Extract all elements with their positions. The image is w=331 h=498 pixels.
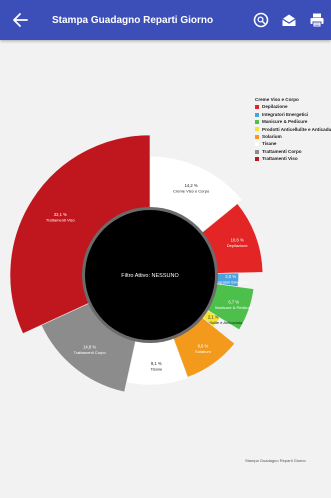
app-bar: Stampa Guadagno Reparti Giorno (0, 0, 331, 40)
page-title: Stampa Guadagno Reparti Giorno (52, 14, 214, 26)
slice-name-label: Manicure & Pedicure (215, 305, 253, 310)
legend-swatch (255, 119, 259, 124)
chart-legend: Creme Viso e Corpo Depilazione Integrator… (255, 96, 331, 163)
legend-swatch (255, 134, 259, 139)
legend-item: Manicure & Pedicure (255, 118, 331, 125)
slice-name-label: Solarium (195, 349, 211, 354)
legend-item: Trattamenti Viso (255, 155, 331, 162)
legend-label: Tisane (262, 141, 277, 147)
legend-swatch (255, 105, 259, 110)
back-button[interactable] (0, 0, 40, 40)
printer-icon (310, 13, 324, 28)
slice-percent-label: 32,1 % (54, 212, 67, 217)
slice-percent-label: 2,1 % (208, 314, 219, 319)
slice-percent-label: 6,7 % (228, 299, 239, 304)
slice-percent-label: 10,6 % (231, 237, 244, 242)
slice-name-label: Depilazione (227, 243, 249, 248)
legend-item: Tisane (255, 140, 331, 147)
email-button[interactable] (275, 0, 303, 40)
pie-chart: 14,2 %Creme Viso e Corpo 10,6 %Depilazion… (9, 134, 264, 393)
slice-name-label: Prodotti Anticellulite e Anticaduta (184, 320, 243, 325)
slice-percent-label: 14,8 % (83, 345, 96, 350)
legend-label: Trattamenti Corpo (262, 148, 302, 154)
legend-item: Trattamenti Corpo (255, 148, 331, 155)
legend-label: Integratori Energetici (262, 111, 309, 117)
slice-percent-label: 14,2 % (185, 183, 198, 188)
slice-name-label: Tisane (150, 366, 163, 371)
legend-swatch (255, 156, 259, 161)
slice-name-label: Trattamenti Viso (46, 218, 76, 223)
slice-name-label: Trattamenti Corpo (74, 350, 107, 355)
filter-button[interactable] (247, 0, 275, 40)
legend-label: Depilazione (262, 104, 288, 110)
arrow-left-icon (13, 13, 28, 27)
legend-item: Integratori Energetici (255, 111, 331, 118)
slice-percent-label: 8,6 % (198, 344, 209, 349)
legend-label: Trattamenti Viso (262, 156, 298, 162)
legend-label: Manicure & Pedicure (262, 119, 308, 125)
slice-percent-label: 9,1 % (151, 361, 162, 366)
legend-item: Depilazione (255, 103, 331, 110)
center-filter-label: Filtro Attivo: NESSUNO (121, 273, 179, 279)
legend-item: Solarium (255, 133, 331, 140)
donut-hole (85, 210, 215, 340)
legend-swatch (255, 112, 259, 117)
slice-name-label: Integratori Energetici (212, 279, 249, 284)
report-content: 14,2 % Creme Viso e Corpo 10,6 % Depilazion… (0, 40, 331, 498)
legend-swatch (255, 127, 259, 132)
slice-percent-label: 2,5 % (225, 274, 236, 279)
legend-swatch (255, 149, 259, 154)
legend-item: Prodotti Anticellulite e Anticaduta (255, 126, 331, 133)
email-open-icon (282, 14, 296, 26)
toolbar-actions (247, 0, 331, 40)
filter-search-icon (253, 12, 269, 28)
legend-title: Creme Viso e Corpo (255, 97, 299, 102)
print-button[interactable] (303, 0, 331, 40)
legend-swatch (255, 142, 259, 147)
legend-label: Solarium (262, 134, 282, 140)
legend-label: Prodotti Anticellulite e Anticaduta (262, 126, 331, 132)
footer-note: Stampa Guadagno Reparti Giorno (245, 458, 306, 463)
slice-name-label: Creme Viso e Corpo (173, 188, 210, 193)
